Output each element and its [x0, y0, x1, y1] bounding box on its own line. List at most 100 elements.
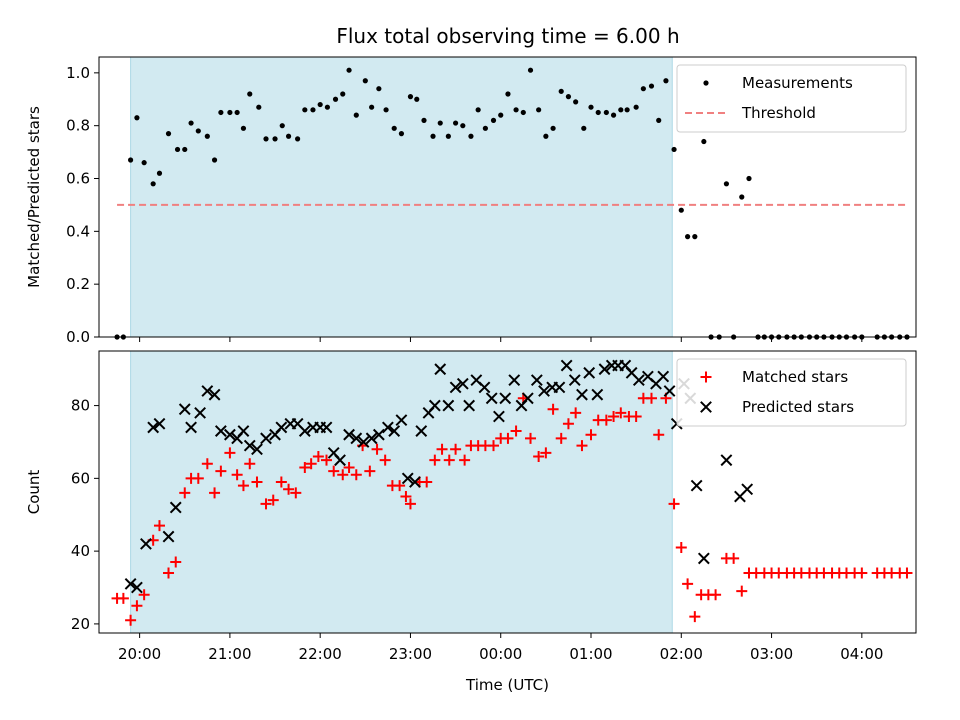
data-point: [547, 403, 559, 415]
data-point: [685, 234, 691, 240]
data-point: [227, 109, 233, 116]
data-point: [283, 483, 295, 495]
x-tick-label: 21:00: [208, 645, 251, 663]
data-point: [583, 366, 596, 379]
data-point: [697, 552, 710, 565]
data-point: [174, 146, 181, 153]
data-point: [562, 418, 574, 430]
data-point: [165, 131, 172, 137]
data-point: [675, 541, 687, 553]
data-point: [350, 432, 363, 445]
data-point: [536, 107, 542, 113]
data-point: [588, 104, 594, 110]
data-point: [131, 581, 143, 594]
data-point: [312, 451, 324, 463]
data-point: [195, 128, 201, 134]
data-point: [720, 454, 733, 467]
data-point: [668, 498, 680, 510]
data-point: [475, 107, 481, 113]
data-point: [332, 96, 339, 102]
data-point: [337, 469, 349, 481]
x-tick-label: 01:00: [569, 645, 612, 663]
data-point: [468, 133, 474, 139]
legend-label-predicted-stars: Predicted stars: [742, 398, 854, 416]
y-tick-label: 0.4: [66, 222, 90, 240]
data-point: [279, 123, 285, 129]
data-point: [618, 107, 624, 113]
data-point: [421, 117, 427, 123]
data-point: [251, 443, 263, 456]
legend-marker: [700, 371, 712, 383]
data-point: [689, 611, 701, 623]
data-point: [436, 443, 448, 455]
data-point: [209, 487, 221, 499]
data-point: [124, 577, 137, 590]
data-point: [657, 370, 670, 383]
data-point: [305, 458, 317, 470]
y-tick-label: 0.8: [66, 117, 90, 135]
data-point: [369, 104, 375, 110]
data-point: [409, 476, 421, 488]
data-point: [237, 480, 249, 492]
data-point: [260, 432, 272, 445]
data-point: [365, 432, 378, 445]
data-point: [275, 421, 288, 434]
data-point: [317, 101, 323, 108]
data-point: [856, 567, 868, 579]
data-point: [624, 107, 630, 113]
data-point: [150, 181, 156, 187]
data-point: [615, 407, 627, 419]
data-point: [179, 487, 191, 499]
data-point: [346, 67, 352, 73]
data-point: [310, 107, 316, 113]
data-point: [188, 120, 194, 126]
data-point: [663, 385, 676, 397]
data-point: [247, 91, 253, 97]
data-point: [591, 388, 604, 401]
data-point: [244, 458, 256, 470]
data-point: [237, 425, 250, 437]
data-point: [482, 125, 488, 131]
data-point: [608, 410, 620, 422]
data-point: [478, 381, 491, 394]
data-point: [490, 117, 497, 123]
legend-label-matched-stars: Matched stars: [742, 368, 848, 386]
data-point: [131, 600, 143, 612]
data-point: [630, 410, 642, 422]
data-point: [533, 451, 545, 463]
data-point: [141, 160, 147, 166]
data-point: [429, 454, 441, 466]
data-point: [285, 133, 292, 139]
data-point: [746, 175, 752, 182]
data-point: [505, 91, 511, 97]
data-point: [156, 170, 163, 176]
data-point: [690, 479, 703, 492]
data-point: [256, 104, 262, 110]
data-point: [560, 359, 573, 372]
data-point: [555, 432, 567, 444]
data-point: [320, 454, 332, 466]
data-point: [603, 109, 609, 116]
data-point: [395, 414, 408, 427]
data-point: [485, 392, 498, 405]
data-point: [527, 67, 534, 73]
series-matched-stars: [111, 392, 913, 626]
data-point: [299, 461, 311, 473]
data-point: [595, 109, 601, 116]
data-point: [513, 107, 519, 113]
data-point: [565, 94, 572, 100]
data-point: [407, 94, 414, 100]
data-point: [218, 109, 224, 116]
data-point: [538, 385, 550, 397]
data-point: [739, 194, 745, 200]
legend-box: [676, 64, 907, 133]
data-point: [633, 104, 639, 110]
data-point: [576, 388, 588, 401]
legend-marker: [700, 401, 712, 413]
data-point: [290, 487, 302, 499]
data-point: [371, 443, 383, 455]
data-point: [215, 465, 227, 477]
legend-label-threshold: Threshold: [741, 104, 816, 122]
data-point: [334, 454, 346, 467]
data-point: [364, 465, 376, 477]
